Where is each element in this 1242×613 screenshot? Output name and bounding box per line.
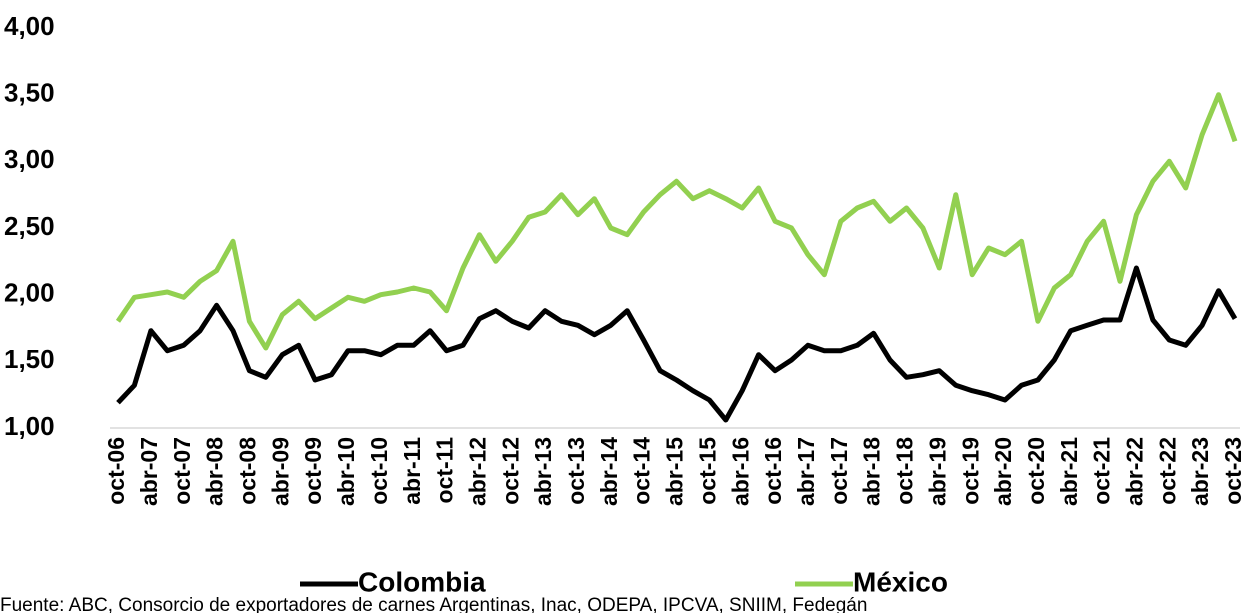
x-tick-label: oct-12 xyxy=(497,437,523,505)
x-tick-label: oct-22 xyxy=(1154,437,1180,505)
series-line xyxy=(115,92,1238,351)
x-tick-label: oct-11 xyxy=(432,437,458,504)
legend-label: México xyxy=(853,566,948,597)
x-tick-label: abr-23 xyxy=(1187,437,1213,506)
x-tick-label: abr-16 xyxy=(727,437,753,506)
x-tick-label: oct-10 xyxy=(366,437,392,505)
x-tick-label: abr-17 xyxy=(793,437,819,506)
x-tick-label: oct-17 xyxy=(826,437,852,505)
y-tick-label: 3,50 xyxy=(4,78,55,108)
x-tick-label: abr-15 xyxy=(662,437,688,506)
x-tick-label: abr-08 xyxy=(202,437,228,506)
x-tick-label: abr-19 xyxy=(924,437,950,506)
source-note: Fuente: ABC, Consorcio de exportadores d… xyxy=(0,595,867,613)
series-line xyxy=(116,265,1238,423)
x-tick-label: abr-12 xyxy=(464,437,490,506)
y-tick-label: 3,00 xyxy=(4,144,55,174)
x-tick-label: oct-14 xyxy=(629,437,655,505)
x-tick-label: abr-14 xyxy=(596,437,622,506)
x-tick-label: abr-07 xyxy=(136,437,162,506)
x-tick-label: oct-09 xyxy=(300,437,326,505)
x-tick-label: abr-13 xyxy=(530,437,556,506)
x-tick-label: abr-21 xyxy=(1056,437,1082,506)
x-tick-label: oct-08 xyxy=(234,437,260,505)
legend-label: Colombia xyxy=(358,566,486,597)
x-tick-label: abr-09 xyxy=(267,437,293,506)
y-tick-label: 2,50 xyxy=(4,211,55,241)
x-tick-label: abr-18 xyxy=(859,437,885,506)
x-tick-label: oct-21 xyxy=(1089,437,1115,505)
x-tick-label: oct-18 xyxy=(892,437,918,505)
x-tick-label: oct-19 xyxy=(957,437,983,505)
x-tick-label: oct-06 xyxy=(103,437,129,505)
y-tick-label: 1,00 xyxy=(4,411,55,441)
y-tick-label: 4,00 xyxy=(4,11,55,41)
x-tick-label: abr-11 xyxy=(399,437,425,505)
y-tick-label: 1,50 xyxy=(4,344,55,374)
x-tick-label: oct-07 xyxy=(169,437,195,505)
x-tick-label: abr-22 xyxy=(1122,437,1148,506)
x-tick-label: oct-20 xyxy=(1023,437,1049,505)
x-tick-label: abr-20 xyxy=(990,437,1016,506)
x-tick-label: oct-16 xyxy=(760,437,786,505)
y-tick-label: 2,00 xyxy=(4,278,55,308)
x-tick-label: oct-15 xyxy=(694,437,720,505)
x-tick-label: oct-23 xyxy=(1220,437,1242,505)
x-tick-label: abr-10 xyxy=(333,437,359,506)
x-tick-label: oct-13 xyxy=(563,437,589,505)
